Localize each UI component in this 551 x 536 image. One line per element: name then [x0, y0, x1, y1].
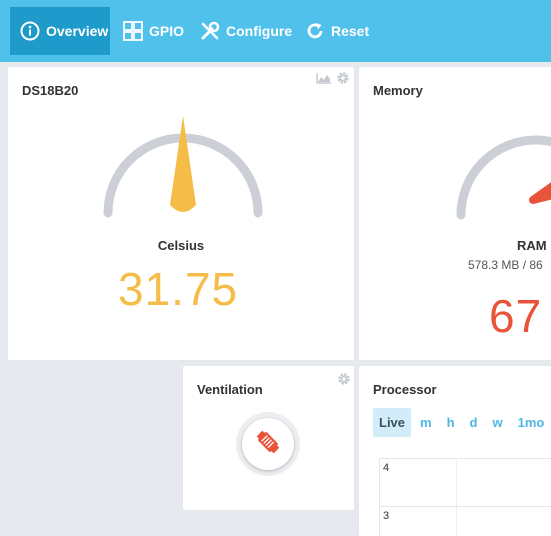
memory-gauge [456, 135, 551, 220]
ds18b20-title: DS18B20 [22, 83, 79, 98]
nav-configure-label: Configure [226, 23, 293, 39]
nav-configure[interactable]: Configure [200, 7, 292, 55]
wrench-icon [200, 21, 220, 41]
fan-icon [255, 429, 281, 460]
memory-label: RAM [517, 238, 547, 253]
refresh-icon [305, 21, 325, 41]
nav-overview-label: Overview [46, 23, 109, 39]
y-tick-label: 4 [383, 462, 390, 474]
memory-card: Memory RAM 578.3 MB / 86 67 [359, 67, 551, 360]
chart-gridline [456, 458, 457, 536]
nav-gpio-label: GPIO [149, 23, 185, 39]
nav-reset-label: Reset [331, 23, 370, 39]
chart-icon[interactable] [316, 71, 332, 89]
ventilation-toggle[interactable] [236, 412, 300, 476]
nav-overview[interactable]: Overview [10, 7, 110, 55]
temperature-value: 31.75 [118, 263, 239, 315]
memory-detail: 578.3 MB / 86 [468, 258, 543, 272]
top-navbar: Overview GPIO Configure Reset [0, 0, 551, 62]
ds18b20-card: DS18B20 Celsius 31.75 [8, 67, 354, 360]
memory-value: 67 [489, 290, 543, 342]
range-tab-minute[interactable]: m [420, 415, 432, 430]
ventilation-title: Ventilation [197, 382, 263, 397]
range-tab-live[interactable]: Live [373, 408, 412, 437]
temperature-gauge [103, 116, 263, 218]
processor-title: Processor [373, 382, 437, 397]
nav-reset[interactable]: Reset [305, 7, 369, 55]
memory-title: Memory [373, 83, 423, 98]
range-tab-day[interactable]: d [469, 415, 478, 430]
range-tabs: Live m h d w 1mo 3 [373, 408, 551, 437]
ventilation-card: Ventilation [183, 366, 354, 510]
chart-gridline [379, 458, 551, 459]
range-tab-hour[interactable]: h [446, 415, 455, 430]
range-tab-week[interactable]: w [492, 415, 503, 430]
y-tick-label: 3 [383, 510, 390, 522]
nav-gpio[interactable]: GPIO [123, 7, 184, 55]
chart-gridline [379, 506, 551, 507]
gauge-needle [170, 116, 196, 212]
settings-gear-icon[interactable] [336, 71, 350, 90]
gauge-needle [529, 182, 551, 204]
settings-gear-icon[interactable] [337, 372, 351, 391]
chart-y-axis [379, 458, 380, 536]
ds18b20-unit-label: Celsius [157, 238, 205, 253]
processor-card: Processor Live m h d w 1mo 3 4 3 [359, 366, 551, 536]
range-tab-month[interactable]: 1mo [517, 415, 545, 430]
dashboard-icon [20, 21, 40, 41]
grid-icon [123, 21, 143, 41]
